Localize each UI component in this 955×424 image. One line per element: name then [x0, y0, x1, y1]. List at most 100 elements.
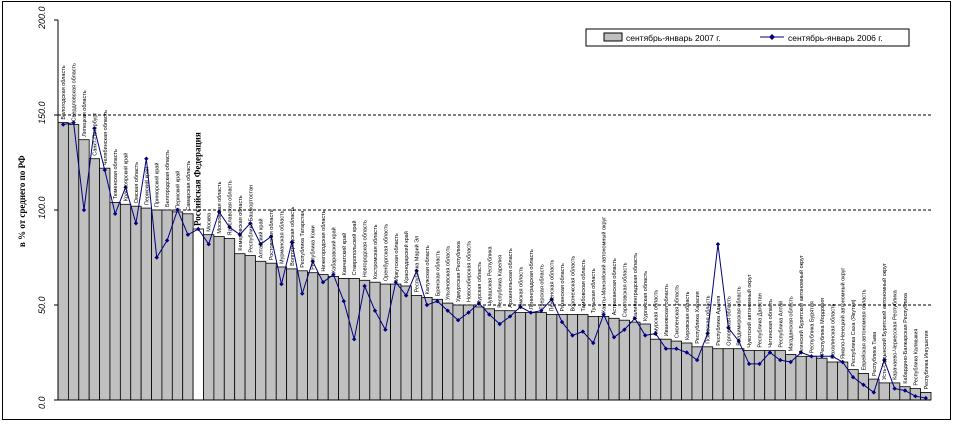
category-label: Самарская область — [186, 160, 192, 210]
category-label: Владимирская область — [737, 286, 743, 345]
category-labels: Вологодская область Свердловская область Л… — [61, 63, 930, 389]
line-point — [923, 395, 928, 401]
bar — [566, 314, 579, 401]
bar — [629, 321, 641, 401]
category-label: Кировская область — [685, 291, 691, 340]
y-axis-label: в % от среднего по РФ — [17, 155, 27, 247]
bar — [743, 350, 755, 401]
bar — [109, 201, 121, 401]
bar — [764, 350, 776, 401]
category-label: Республика Калмыкия — [913, 329, 919, 386]
line-point — [736, 338, 741, 344]
category-label: Астраханская область — [612, 258, 618, 315]
category-label: Республика Карелия — [498, 255, 504, 308]
category-label: Республика Башкортостан — [248, 185, 254, 253]
line-point — [248, 221, 253, 226]
category-label: Магаданская область — [789, 296, 795, 351]
bar — [286, 268, 298, 401]
category-label: Ханты-Мансийский автономный округ — [601, 217, 608, 314]
category-label: Республика Дагестан — [758, 293, 764, 347]
category-label: Иркутская область — [394, 233, 400, 281]
bar — [265, 262, 277, 401]
bar — [234, 253, 246, 401]
category-label: Ямало-Ненецкий автономный округ — [840, 268, 847, 359]
category-label: Новгородская область — [363, 220, 369, 277]
category-label: Республика Адыгея — [716, 296, 722, 346]
bar — [473, 306, 485, 401]
bar — [317, 274, 329, 401]
line-point — [487, 312, 492, 317]
line-point — [341, 299, 346, 304]
bar — [795, 355, 807, 401]
category-label: Агинский Бурятский автономный округ — [798, 255, 805, 353]
category-label: Ульяновская область — [446, 246, 452, 300]
legend-box — [585, 28, 910, 47]
line-point — [258, 242, 263, 247]
line-point — [580, 329, 586, 334]
bar — [805, 355, 818, 401]
bar — [753, 350, 766, 401]
line-point — [268, 234, 274, 239]
bar — [525, 312, 537, 401]
bar — [296, 270, 308, 401]
bar — [598, 315, 610, 401]
category-label-highlight: Российская Федерация — [192, 132, 202, 226]
category-label: Тамбовская область — [581, 259, 587, 311]
line-point — [497, 321, 502, 327]
bar — [701, 346, 714, 401]
line-point — [559, 319, 565, 325]
line-point — [830, 354, 835, 359]
line-point — [393, 280, 398, 285]
line-point — [300, 291, 305, 296]
y-tick-label: 0.0 — [37, 396, 47, 409]
line-point — [185, 232, 191, 237]
bar — [577, 314, 589, 401]
category-label: Тюменская область — [113, 149, 119, 199]
line-point — [840, 359, 845, 365]
category-label: Удмуртская Республика — [456, 240, 462, 302]
line-point — [809, 354, 814, 359]
line-point — [570, 333, 575, 338]
line-point — [175, 207, 180, 213]
y-tick-label: 150.0 — [37, 101, 47, 124]
line-point — [591, 340, 596, 346]
line-point — [455, 318, 461, 323]
category-label: Республика Марий Эл — [414, 236, 421, 293]
category-label: Курская область — [477, 262, 483, 304]
legend-label-2007: сентябрь-январь 2007 г. — [626, 33, 721, 43]
bar — [192, 228, 204, 401]
line-point — [819, 354, 825, 359]
legend-bar-swatch — [603, 32, 623, 42]
category-label: Вологодская область — [61, 65, 67, 119]
bar — [722, 348, 734, 401]
category-label: Усть-Ордынский Бурятский автономный окру… — [881, 263, 888, 380]
category-label: Костромская область — [373, 224, 379, 279]
category-label: Республика Мордовия — [820, 298, 826, 355]
category-label: Ставропольский край — [351, 220, 358, 275]
line-point — [331, 272, 336, 277]
bar — [826, 361, 838, 401]
category-label: Белгородская область — [165, 150, 171, 207]
line-point — [310, 259, 315, 264]
category-label: Республика Татарстан — [300, 211, 306, 268]
bar — [431, 298, 443, 401]
line-2006 — [61, 120, 928, 401]
category-label: Орловская область — [726, 296, 732, 346]
bar — [255, 260, 267, 401]
bar — [410, 295, 423, 401]
category-label: Саратовская область — [622, 262, 628, 317]
line-point — [643, 333, 648, 338]
bar — [171, 211, 184, 401]
line-point — [663, 346, 669, 351]
category-label: Курганская область — [643, 271, 649, 321]
bar — [390, 283, 402, 401]
bar — [88, 158, 100, 401]
bar — [151, 209, 163, 401]
line-point — [352, 337, 357, 342]
bar — [338, 277, 350, 401]
category-label: Свердловская область — [72, 63, 78, 122]
line-point — [861, 382, 866, 387]
category-label: Воронежская область — [570, 256, 576, 312]
category-label: Кемеровская область — [238, 195, 244, 250]
line-point — [705, 331, 710, 336]
